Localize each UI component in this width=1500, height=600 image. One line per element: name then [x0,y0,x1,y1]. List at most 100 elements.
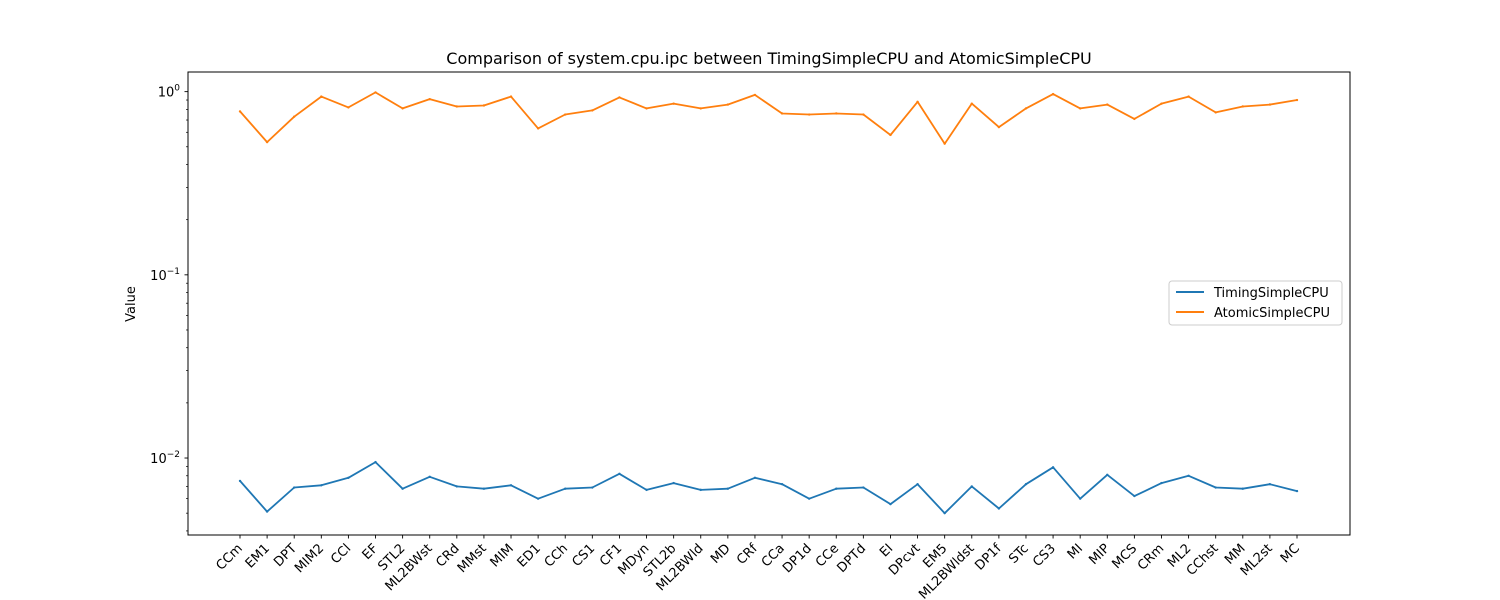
data-point-atomicsimplecpu [1051,92,1055,96]
data-point-atomicsimplecpu [1024,107,1028,110]
data-point-timingsimplecpu [807,497,811,500]
data-point-atomicsimplecpu [1160,102,1163,105]
x-tick-label: MC [1278,541,1303,566]
data-point-timingsimplecpu [1051,466,1055,469]
x-tick-label: MIM2 [292,541,327,576]
data-point-timingsimplecpu [509,484,513,487]
data-point-atomicsimplecpu [265,140,269,144]
data-point-atomicsimplecpu [455,105,459,108]
data-point-timingsimplecpu [1133,494,1136,498]
data-point-atomicsimplecpu [428,97,431,101]
legend: TimingSimpleCPU AtomicSimpleCPU [1168,280,1343,326]
data-point-timingsimplecpu [645,488,648,492]
data-point-atomicsimplecpu [1106,103,1109,106]
data-point-timingsimplecpu [1268,482,1272,486]
data-point-timingsimplecpu [618,472,621,476]
x-tick-label: MI [1065,541,1086,562]
data-point-atomicsimplecpu [835,112,838,115]
x-tick-label: CS1 [569,541,598,570]
data-point-timingsimplecpu [726,487,730,490]
data-point-timingsimplecpu [482,487,486,490]
data-point-timingsimplecpu [1241,487,1244,490]
x-tick-label: STc [1006,541,1032,567]
data-point-timingsimplecpu [780,482,784,486]
data-point-atomicsimplecpu [347,106,350,109]
data-point-timingsimplecpu [889,502,892,506]
data-point-timingsimplecpu [347,476,350,479]
data-point-timingsimplecpu [1160,481,1163,485]
data-point-atomicsimplecpu [862,113,865,116]
data-point-atomicsimplecpu [1268,103,1272,106]
data-point-timingsimplecpu [862,486,865,489]
data-point-timingsimplecpu [536,497,540,500]
data-point-atomicsimplecpu [618,96,621,99]
data-point-timingsimplecpu [238,479,242,483]
data-point-timingsimplecpu [564,487,567,490]
data-point-atomicsimplecpu [564,113,567,116]
x-tick-label: MIM [488,541,517,570]
data-point-atomicsimplecpu [238,110,242,113]
x-tick-label: DPTd [835,541,870,576]
plot-frame [187,71,1351,536]
y-tick-label: 10−1 [150,267,180,284]
data-point-atomicsimplecpu [780,112,784,115]
data-point-atomicsimplecpu [997,125,1001,129]
data-point-atomicsimplecpu [1133,117,1136,121]
x-tick-label: CRf [734,541,761,568]
data-point-timingsimplecpu [916,482,919,486]
data-point-atomicsimplecpu [509,95,513,98]
x-tick-label: MIP [1086,541,1113,568]
data-point-timingsimplecpu [997,507,1001,510]
data-point-timingsimplecpu [401,487,404,490]
x-tick-label: MMst [455,541,490,576]
x-tick-label: CS3 [1030,541,1059,570]
data-point-timingsimplecpu [1214,486,1217,489]
data-point-timingsimplecpu [455,485,459,488]
data-point-atomicsimplecpu [889,133,892,137]
data-point-timingsimplecpu [1078,497,1082,500]
legend-label-timing: TimingSimpleCPU [1213,286,1329,301]
data-point-atomicsimplecpu [807,113,811,116]
data-point-atomicsimplecpu [726,103,730,106]
y-tick-label: 100 [158,84,181,101]
data-point-atomicsimplecpu [1214,111,1217,114]
data-point-timingsimplecpu [1187,474,1190,477]
data-point-atomicsimplecpu [536,127,540,130]
data-point-timingsimplecpu [835,487,838,490]
data-point-timingsimplecpu [293,486,296,489]
x-tick-label: MD [708,541,734,567]
x-tick-label: EM1 [243,541,273,571]
series-line-timingsimplecpu [239,461,1298,515]
data-point-atomicsimplecpu [401,107,404,110]
data-point-timingsimplecpu [672,481,675,485]
data-point-timingsimplecpu [699,488,702,492]
x-tick-label: ED1 [515,541,544,570]
data-point-timingsimplecpu [1024,482,1028,486]
series-layer [238,91,1299,515]
chart-title: Comparison of system.cpu.ipc between Tim… [446,49,1091,68]
x-tick-label: DP1d [780,541,815,576]
data-point-atomicsimplecpu [1241,105,1244,108]
data-point-timingsimplecpu [374,460,377,464]
data-point-timingsimplecpu [970,485,973,488]
x-tick-label: CCm [213,541,245,573]
x-tick-label: EI [877,541,896,560]
data-point-atomicsimplecpu [645,107,648,110]
y-tick-label: 10−2 [150,450,180,467]
data-point-timingsimplecpu [320,484,323,487]
legend-box [1168,280,1343,326]
legend-label-atomic: AtomicSimpleCPU [1214,306,1330,321]
data-point-timingsimplecpu [591,486,594,489]
data-point-timingsimplecpu [1295,489,1299,493]
x-tick-label: CCh [542,541,571,570]
data-point-atomicsimplecpu [482,104,486,107]
data-point-atomicsimplecpu [943,142,946,145]
data-point-atomicsimplecpu [753,93,757,97]
y-axis-label: Value [124,286,139,322]
x-tick-label: DP1f [972,541,1005,574]
data-point-timingsimplecpu [943,511,946,515]
data-point-atomicsimplecpu [1078,107,1082,110]
x-tick-label: DPcvt [886,541,923,578]
